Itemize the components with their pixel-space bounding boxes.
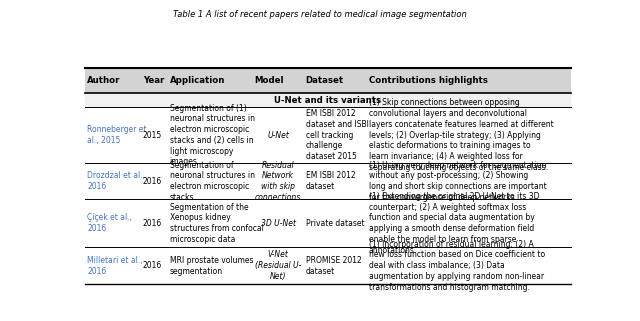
Text: Drozdzal et al.,
2016: Drozdzal et al., 2016 <box>88 171 145 191</box>
Text: EM ISBI 2012
dataset: EM ISBI 2012 dataset <box>306 171 355 191</box>
Text: 3D U-Net: 3D U-Net <box>260 219 296 228</box>
Text: EM ISBI 2012
dataset and ISBI
cell tracking
challenge
dataset 2015: EM ISBI 2012 dataset and ISBI cell track… <box>306 109 369 161</box>
Text: U-Net: U-Net <box>268 131 289 140</box>
Bar <box>85 68 571 93</box>
Text: PROMISE 2012
dataset: PROMISE 2012 dataset <box>306 256 362 275</box>
Text: 2016: 2016 <box>142 177 161 186</box>
Text: Contributions highlights: Contributions highlights <box>369 76 488 85</box>
Text: Milletari et al.,
2016: Milletari et al., 2016 <box>88 256 143 275</box>
Text: MRI prostate volumes
segmentation: MRI prostate volumes segmentation <box>170 256 253 275</box>
Text: Author: Author <box>88 76 121 85</box>
Text: Segmentation of (1)
neuronal structures in
electron microscopic
stacks and (2) c: Segmentation of (1) neuronal structures … <box>170 104 255 166</box>
Text: Ronneberger et
al., 2015: Ronneberger et al., 2015 <box>88 125 147 145</box>
Text: (1) Extending the original 2D U-Net to its 3D
counterpart; (2) A weighted softma: (1) Extending the original 2D U-Net to i… <box>369 192 540 255</box>
Text: Segmentation of
neuronal structures in
electron microscopic
stacks: Segmentation of neuronal structures in e… <box>170 160 255 202</box>
Text: V-Net
(Residual U-
Net): V-Net (Residual U- Net) <box>255 250 301 281</box>
Bar <box>85 93 571 107</box>
Text: Model: Model <box>255 76 284 85</box>
Text: Table 1 A list of recent papers related to medical image segmentation: Table 1 A list of recent papers related … <box>173 10 467 19</box>
Text: Residual
Network
with skip
connections: Residual Network with skip connections <box>255 160 301 202</box>
Text: 2016: 2016 <box>142 261 161 270</box>
Text: 2015: 2015 <box>142 131 161 140</box>
Text: Segmentation of the
Xenopus kidney
structures from confocal
microscopic data: Segmentation of the Xenopus kidney struc… <box>170 203 264 244</box>
Text: Çiçek et al.,
2016: Çiçek et al., 2016 <box>88 213 132 233</box>
Text: (1) Skip connections between opposing
convolutional layers and deconvolutional
l: (1) Skip connections between opposing co… <box>369 98 554 172</box>
Text: Year: Year <box>143 76 164 85</box>
Text: Private dataset: Private dataset <box>306 219 364 228</box>
Text: Dataset: Dataset <box>306 76 344 85</box>
Text: (1) Using very deep network for segmentation
without any post-processing; (2) Sh: (1) Using very deep network for segmenta… <box>369 160 547 202</box>
Text: (1) Incorporation of residual learning; (2) A
new loss function based on Dice co: (1) Incorporation of residual learning; … <box>369 240 545 292</box>
Text: U-Net and its variants: U-Net and its variants <box>275 96 381 105</box>
Text: Application: Application <box>170 76 225 85</box>
Text: 2016: 2016 <box>142 219 161 228</box>
